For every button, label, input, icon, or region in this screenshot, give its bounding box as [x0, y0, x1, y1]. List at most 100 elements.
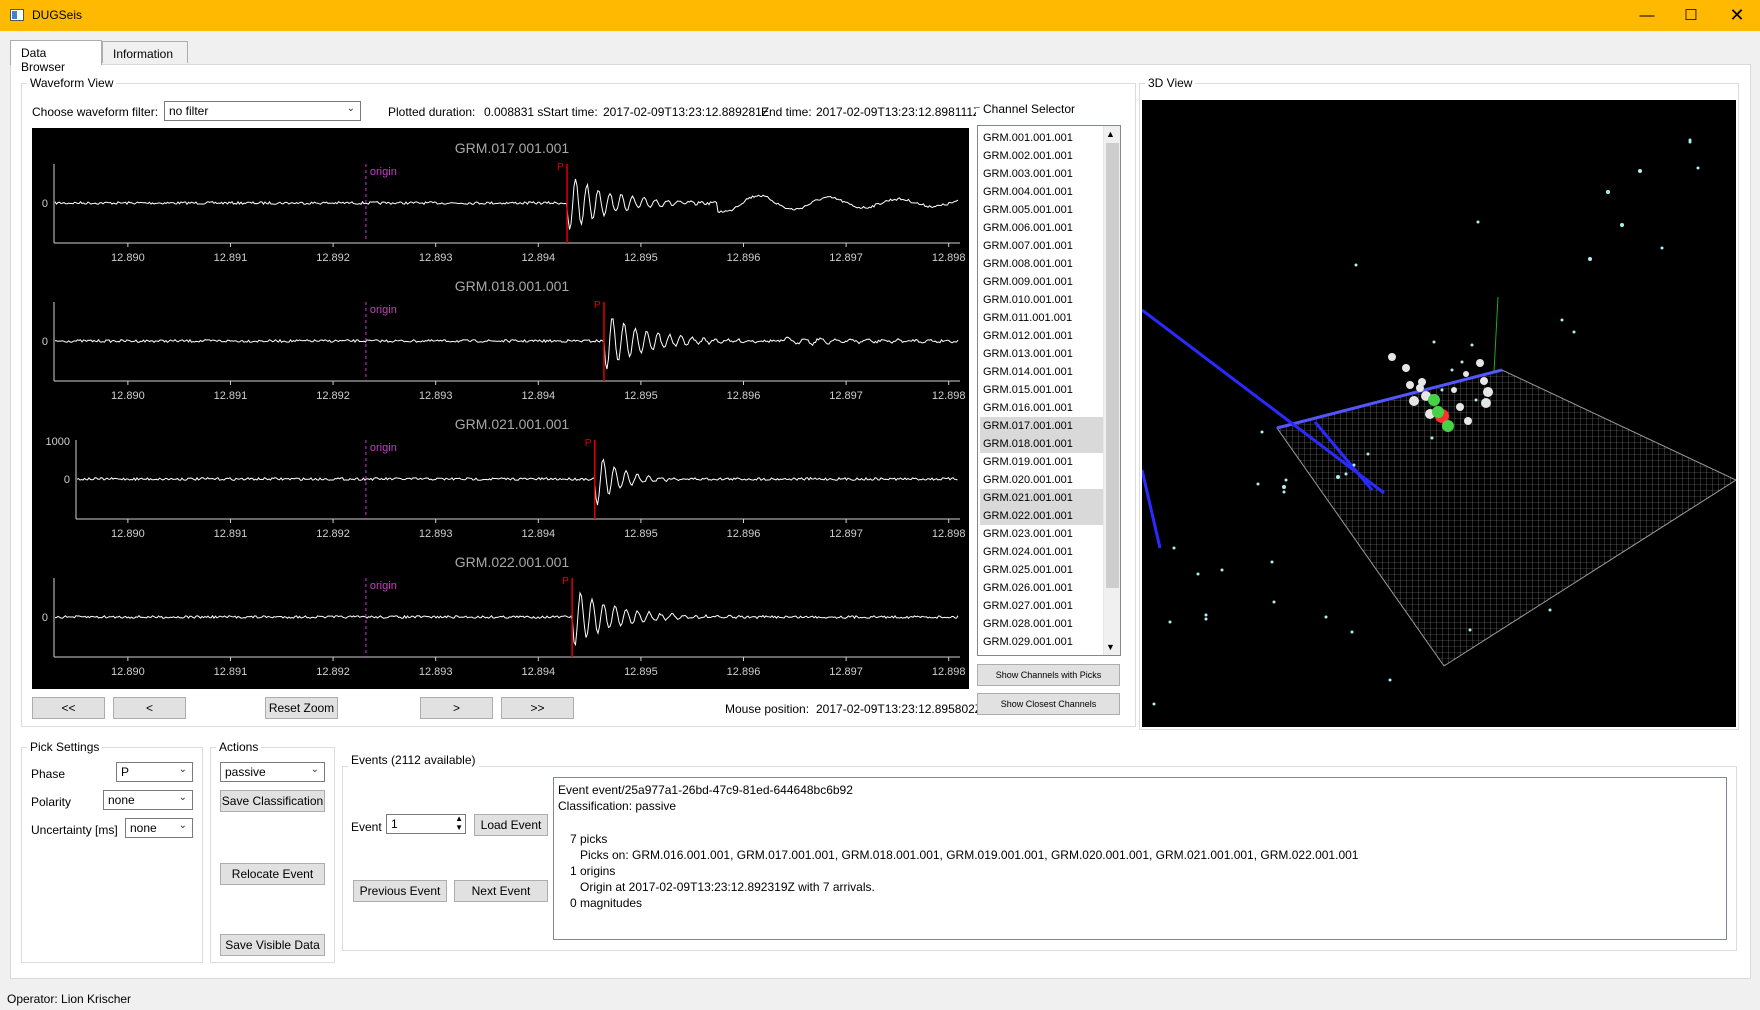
- channel-list[interactable]: GRM.001.001.001 GRM.002.001.001 GRM.003.00…: [977, 125, 1121, 656]
- x-tick-label: 12.890: [111, 528, 145, 540]
- event-id-line: Event event/25a977a1-26bd-47c9-81ed-6446…: [558, 783, 853, 797]
- channel-item[interactable]: GRM.024.001.001: [983, 546, 1073, 558]
- scroll-down-icon[interactable]: ▼: [1106, 642, 1115, 652]
- x-tick-label: 12.890: [111, 252, 145, 264]
- channel-item[interactable]: GRM.016.001.001: [983, 402, 1073, 414]
- spin-down-icon[interactable]: ▼: [455, 823, 463, 832]
- channel-item[interactable]: GRM.015.001.001: [983, 384, 1073, 396]
- relocate-event-button[interactable]: Relocate Event: [220, 863, 325, 885]
- load-event-button[interactable]: Load Event: [474, 814, 548, 836]
- channel-item[interactable]: GRM.019.001.001: [983, 456, 1073, 468]
- close-icon[interactable]: ✕: [1729, 5, 1745, 25]
- save-visible-data-button[interactable]: Save Visible Data: [220, 934, 325, 956]
- uncertainty-select[interactable]: none ⌄: [125, 818, 193, 838]
- pick-settings-group: [21, 747, 203, 963]
- app-icon: [10, 9, 24, 21]
- uncertainty-value: none: [130, 821, 157, 835]
- waveform-plot[interactable]: GRM.017.001.001 0 12.890 12.891 12.892 12.893…: [32, 128, 969, 689]
- tab-data-browser[interactable]: Data Browser: [10, 40, 102, 74]
- channel-item[interactable]: GRM.018.001.001: [980, 435, 1105, 453]
- channel-item[interactable]: GRM.023.001.001: [983, 528, 1073, 540]
- prev-page-button[interactable]: <: [113, 697, 186, 719]
- origin-label: origin: [370, 304, 397, 316]
- x-tick-label: 12.898: [932, 252, 966, 264]
- next-page-button[interactable]: >: [420, 697, 493, 719]
- channel-item[interactable]: GRM.017.001.001: [980, 417, 1105, 435]
- origin-label: origin: [370, 442, 397, 454]
- channel-item[interactable]: GRM.014.001.001: [983, 366, 1073, 378]
- next-event-button[interactable]: Next Event: [454, 880, 548, 902]
- channel-item[interactable]: GRM.012.001.001: [983, 330, 1073, 342]
- channel-item[interactable]: GRM.009.001.001: [983, 276, 1073, 288]
- channel-item[interactable]: GRM.002.001.001: [983, 150, 1073, 162]
- x-tick-label: 12.893: [419, 666, 453, 678]
- x-tick-label: 12.891: [214, 666, 248, 678]
- first-page-button[interactable]: <<: [32, 697, 105, 719]
- operator-label: Operator: Lion Krischer: [7, 992, 132, 1006]
- tunnel-end-line: [1142, 469, 1162, 549]
- filter-select[interactable]: no filter ⌄: [164, 101, 361, 121]
- last-page-button[interactable]: >>: [501, 697, 574, 719]
- trace-title: GRM.018.001.001: [455, 278, 570, 294]
- channel-item[interactable]: GRM.008.001.001: [983, 258, 1073, 270]
- start-time-label: Start time:: [543, 105, 598, 119]
- channel-item[interactable]: GRM.003.001.001: [983, 168, 1073, 180]
- x-tick-label: 12.896: [727, 666, 761, 678]
- channel-item[interactable]: GRM.025.001.001: [983, 564, 1073, 576]
- tab-information[interactable]: Information: [102, 41, 188, 63]
- channel-item[interactable]: GRM.028.001.001: [983, 618, 1073, 630]
- channel-item[interactable]: GRM.029.001.001: [983, 636, 1073, 648]
- polarity-select[interactable]: none ⌄: [103, 790, 193, 810]
- maximize-icon[interactable]: ☐: [1684, 7, 1698, 24]
- channel-item[interactable]: GRM.007.001.001: [983, 240, 1073, 252]
- reset-zoom-button[interactable]: Reset Zoom: [265, 697, 338, 719]
- show-channels-with-picks-button[interactable]: Show Channels with Picks: [977, 664, 1120, 686]
- channel-item[interactable]: GRM.022.001.001: [980, 507, 1105, 525]
- x-tick-label: 12.897: [829, 252, 863, 264]
- view3d-canvas[interactable]: [1142, 100, 1736, 727]
- channel-item[interactable]: GRM.006.001.001: [983, 222, 1073, 234]
- channel-item[interactable]: GRM.021.001.001: [980, 489, 1105, 507]
- mouse-position-label: Mouse position:: [725, 702, 810, 716]
- channel-item[interactable]: GRM.011.001.001: [983, 312, 1073, 324]
- classification-select[interactable]: passive ⌄: [220, 762, 325, 782]
- tunnel-line: [1142, 308, 1385, 495]
- y-tick-label: 0: [42, 198, 48, 210]
- x-tick-label: 12.896: [727, 390, 761, 402]
- channel-scrollbar[interactable]: ▲ ▼: [1103, 126, 1120, 655]
- trace-title: GRM.021.001.001: [455, 416, 570, 432]
- scroll-up-icon[interactable]: ▲: [1106, 129, 1115, 139]
- pick-label: P: [594, 300, 601, 311]
- event-origins-count: 1 origins: [570, 864, 616, 878]
- save-classification-button[interactable]: Save Classification: [220, 790, 325, 812]
- channel-item[interactable]: GRM.001.001.001: [983, 132, 1073, 144]
- previous-event-button[interactable]: Previous Event: [353, 880, 447, 902]
- duration-label: Plotted duration:: [388, 105, 476, 119]
- channel-item[interactable]: GRM.013.001.001: [983, 348, 1073, 360]
- y-tick-label-top: 1000: [46, 436, 70, 448]
- channel-item[interactable]: GRM.020.001.001: [983, 474, 1073, 486]
- show-closest-channels-button[interactable]: Show Closest Channels: [977, 693, 1120, 715]
- x-tick-label: 12.897: [829, 390, 863, 402]
- channel-item[interactable]: GRM.005.001.001: [983, 204, 1073, 216]
- minimize-icon[interactable]: —: [1639, 7, 1655, 24]
- trace-title: GRM.022.001.001: [455, 554, 570, 570]
- waveform-trace: [76, 458, 958, 506]
- channel-item[interactable]: GRM.010.001.001: [983, 294, 1073, 306]
- duration-value: 0.008831 s: [484, 105, 544, 119]
- status-bar: Operator: Lion Krischer: [0, 990, 1760, 1010]
- channel-item[interactable]: GRM.027.001.001: [983, 600, 1073, 612]
- event-number-input[interactable]: 1 ▲ ▼: [386, 814, 466, 834]
- x-tick-label: 12.892: [316, 252, 350, 264]
- pick-settings-title: Pick Settings: [27, 740, 103, 754]
- window-title: DUGSeis: [32, 8, 83, 22]
- x-tick-label: 12.895: [624, 528, 658, 540]
- spin-up-icon[interactable]: ▲: [455, 814, 463, 823]
- actions-group: [210, 747, 335, 963]
- waveform-trace: [54, 318, 959, 370]
- channel-item[interactable]: GRM.004.001.001: [983, 186, 1073, 198]
- phase-select[interactable]: P ⌄: [116, 762, 193, 782]
- waveform-view-title: Waveform View: [27, 76, 117, 90]
- scrollbar-thumb[interactable]: [1106, 143, 1119, 588]
- channel-item[interactable]: GRM.026.001.001: [983, 582, 1073, 594]
